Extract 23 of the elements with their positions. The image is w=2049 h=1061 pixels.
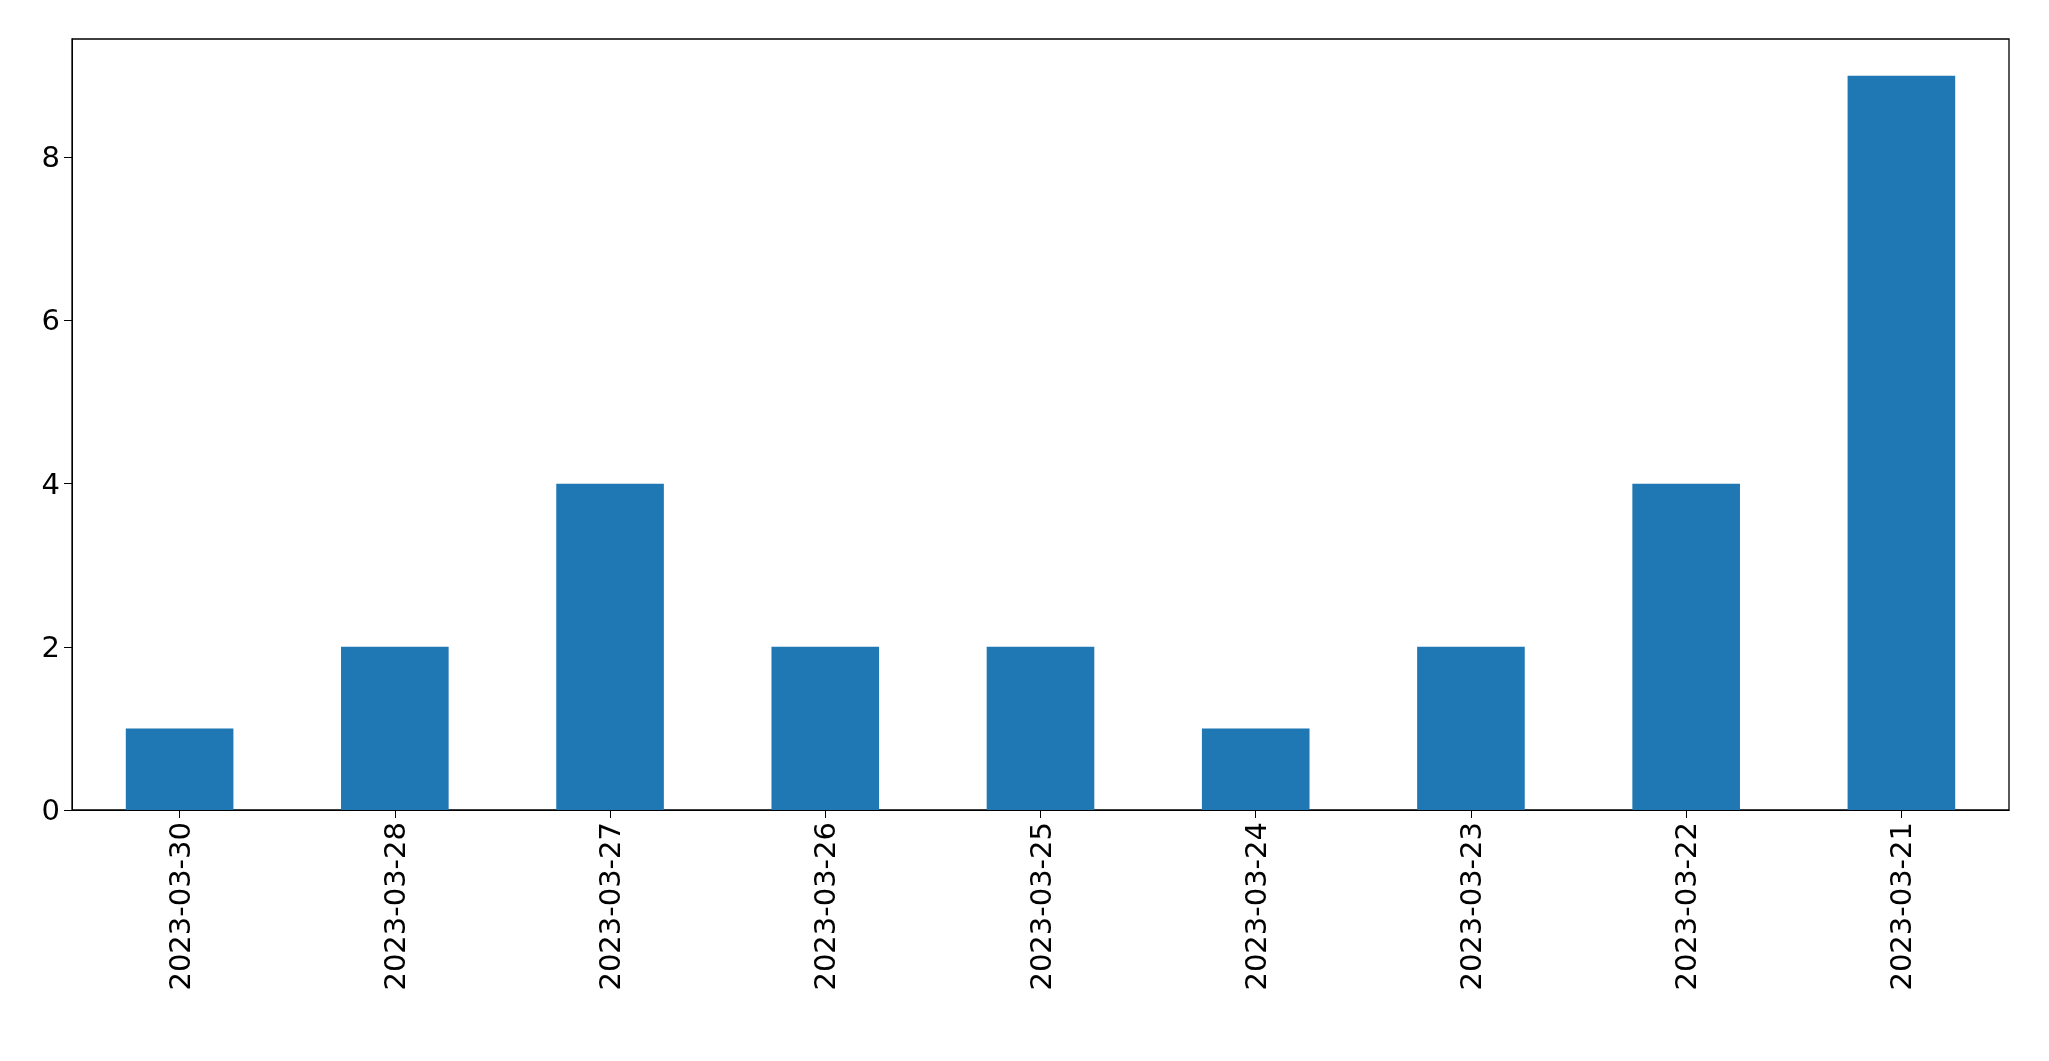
x-tick-label: 2023-03-21 [1884, 822, 1919, 991]
x-tick-label: 2023-03-25 [1023, 822, 1058, 991]
x-tick-label: 2023-03-24 [1238, 822, 1273, 991]
x-tick-label: 2023-03-23 [1453, 822, 1488, 991]
x-tick-label: 2023-03-30 [162, 822, 197, 991]
y-tick-label: 2 [41, 629, 60, 664]
x-tick-label: 2023-03-28 [377, 822, 412, 991]
y-tick-label: 4 [41, 466, 60, 501]
bar [125, 728, 234, 810]
bar [771, 646, 880, 810]
x-tick-label: 2023-03-22 [1669, 822, 1704, 991]
bar [986, 646, 1095, 810]
bar [1417, 646, 1525, 810]
y-tick-label: 8 [41, 140, 60, 175]
x-tick-label: 2023-03-26 [808, 822, 843, 991]
y-tick-label: 0 [41, 793, 60, 827]
x-tick-label: 2023-03-27 [593, 822, 628, 991]
bar [1632, 483, 1740, 810]
bar [556, 483, 664, 810]
y-tick-label: 6 [41, 303, 60, 338]
bar [1847, 75, 1956, 810]
bar [1201, 728, 1310, 810]
bar [341, 646, 449, 810]
